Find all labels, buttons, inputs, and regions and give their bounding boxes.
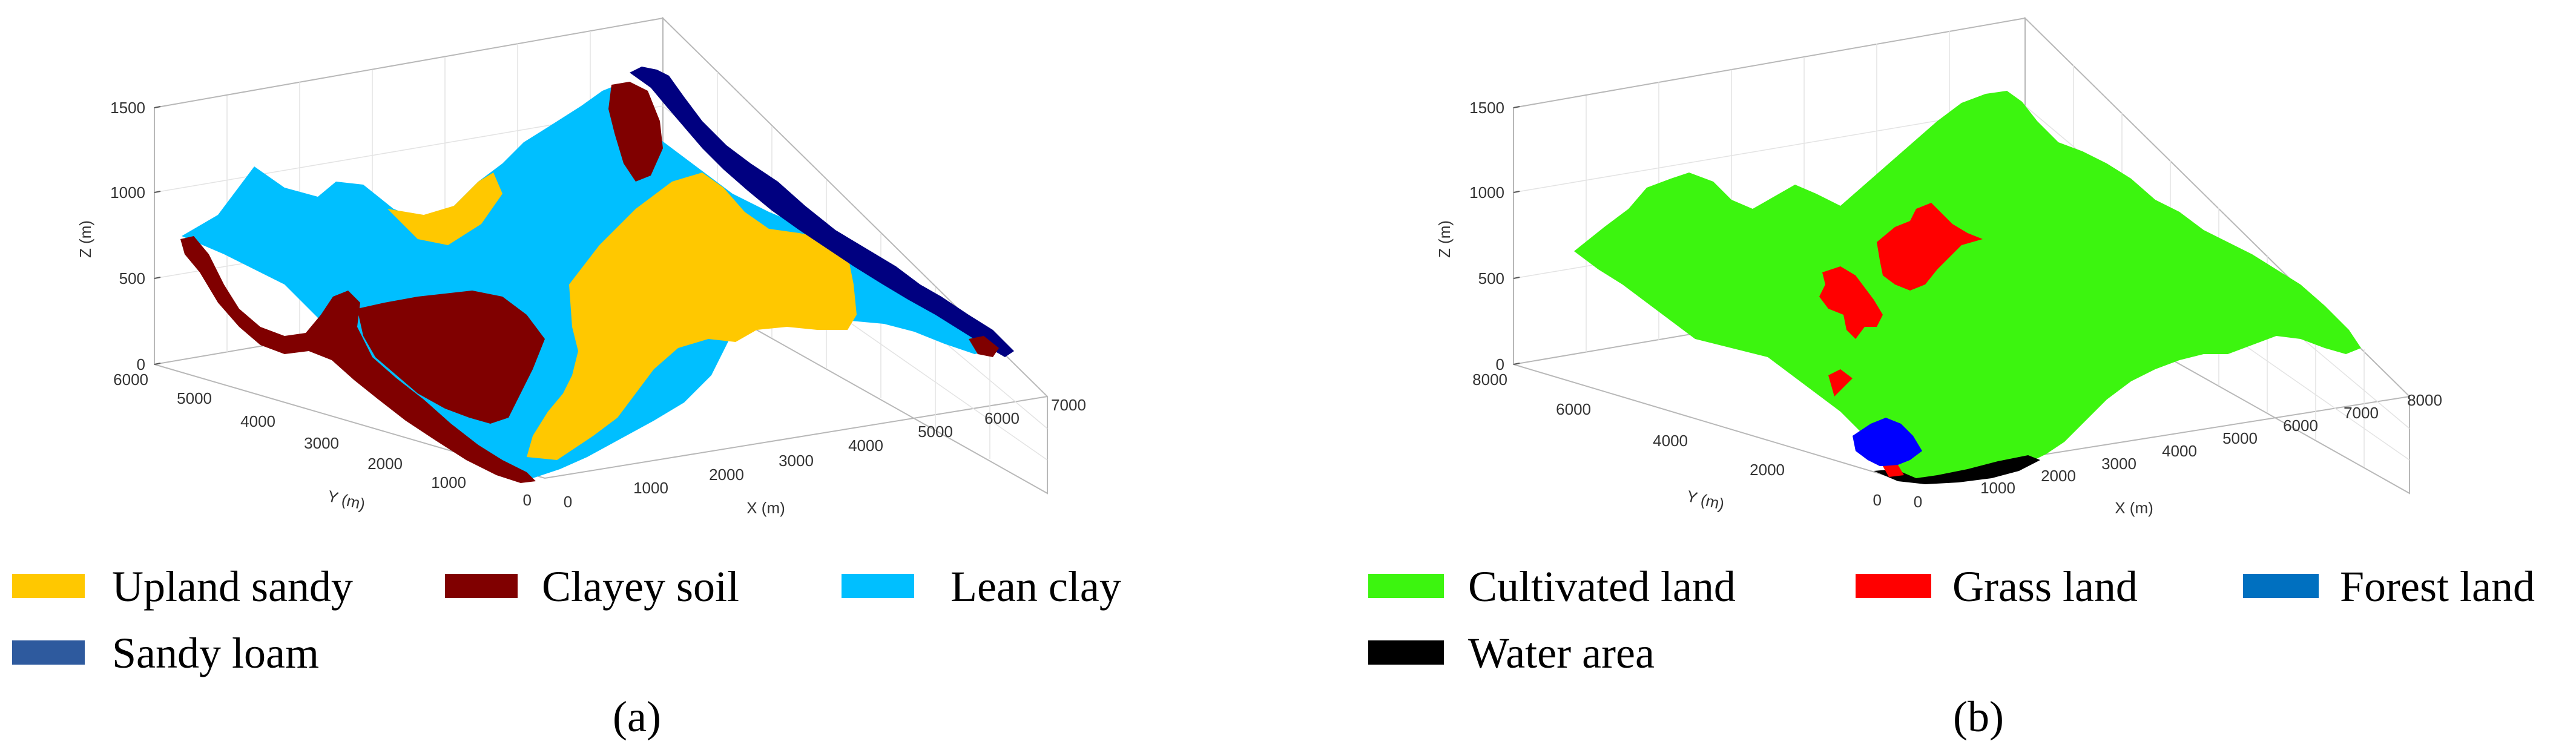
panel-b: 0 500 1000 1500 Z (m) 0 2000 4000 6000 8…: [1368, 16, 2535, 741]
panel-b-x-tick-6000: 6000: [2283, 416, 2318, 435]
legend-swatch-forest-land: [2243, 574, 2319, 598]
panel-a: 0 500 1000 1500 Z (m) 0 1000 2000 3000 4…: [12, 16, 1121, 741]
panel-b-x-tick-2000: 2000: [2041, 467, 2076, 485]
legend-label-upland-sandy: Upland sandy: [112, 562, 353, 611]
panel-b-x-tick-0: 0: [1914, 493, 1922, 511]
panel-a-x-label: X (m): [746, 499, 785, 517]
panel-a-z-ticks: [154, 106, 161, 365]
panel-b-region-grass-land-tip: [1883, 465, 1904, 477]
legend-item-sandy-loam: Sandy loam: [12, 629, 319, 677]
panel-b-x-tick-7000: 7000: [2344, 404, 2379, 422]
legend-swatch-clayey-soil: [445, 574, 518, 598]
panel-a-x-tick-5000: 5000: [918, 423, 953, 441]
panel-b-terrain: [1574, 91, 2361, 484]
panel-a-x-tick-3000: 3000: [779, 452, 814, 470]
panel-b-region-cultivated-land: [1574, 91, 2361, 481]
panel-a-x-tick-7000: 7000: [1051, 396, 1086, 414]
panel-b-region-water-area: [1874, 455, 2040, 484]
legend-swatch-grass-land: [1856, 574, 1931, 598]
panel-b-z-tick-0: 0: [1496, 355, 1504, 373]
legend-label-forest-land: Forest land: [2340, 562, 2535, 611]
legend-label-grass-land: Grass land: [1952, 562, 2138, 611]
panel-a-region-clayey-soil-peak: [608, 82, 663, 182]
panel-a-region-clayey-soil-left-edge: [180, 236, 536, 483]
legend-item-water-area: Water area: [1368, 629, 1655, 677]
legend-item-forest-land: Forest land: [2243, 562, 2535, 611]
panel-b-x-tick-5000: 5000: [2222, 429, 2258, 447]
panel-a-x-tick-0: 0: [564, 493, 572, 511]
panel-a-region-clayey-soil-center: [357, 291, 545, 424]
panel-b-legend: Cultivated land Grass land Forest land W…: [1368, 562, 2535, 677]
panel-a-z-tick-500: 500: [119, 269, 145, 288]
panel-a-x-tick-1000: 1000: [633, 479, 668, 497]
legend-swatch-sandy-loam: [12, 640, 85, 665]
legend-label-clayey-soil: Clayey soil: [542, 562, 739, 611]
panel-b-y-tick-6000: 6000: [1556, 400, 1591, 418]
panel-a-x-tick-6000: 6000: [984, 409, 1020, 427]
panel-b-x-tick-8000: 8000: [2407, 391, 2442, 409]
legend-swatch-water-area: [1368, 640, 1444, 665]
panel-b-x-tick-1000: 1000: [1980, 479, 2015, 497]
panel-b-y-label: Y (m): [1685, 487, 1726, 513]
legend-label-lean-clay: Lean clay: [950, 562, 1121, 611]
panel-b-z-ticks: [1513, 106, 1520, 365]
legend-item-upland-sandy: Upland sandy: [12, 562, 353, 611]
panel-b-y-tick-2000: 2000: [1750, 461, 1785, 479]
panel-b-region-grass-land-left: [1819, 266, 1883, 339]
panel-b-z-tick-1000: 1000: [1469, 183, 1504, 202]
panel-b-y-tick-4000: 4000: [1653, 432, 1688, 450]
legend-item-clayey-soil: Clayey soil: [445, 562, 739, 611]
panel-a-z-tick-1000: 1000: [110, 183, 145, 202]
panel-a-z-label: Z (m): [76, 220, 94, 258]
legend-swatch-cultivated-land: [1368, 574, 1444, 598]
legend-label-cultivated-land: Cultivated land: [1468, 562, 1736, 611]
panel-a-z-axis: 0 500 1000 1500 Z (m): [76, 99, 161, 373]
panel-b-x-axis: 0 1000 2000 3000 4000 5000 6000 7000 800…: [1914, 391, 2442, 517]
panel-a-y-label: Y (m): [326, 487, 367, 513]
panel-b-x-tick-3000: 3000: [2101, 455, 2136, 473]
panel-a-x-axis: 0 1000 2000 3000 4000 5000 6000 7000 X (…: [564, 396, 1086, 517]
panel-a-y-tick-0: 0: [523, 491, 532, 509]
panel-a-legend: Upland sandy Clayey soil Lean clay Sandy…: [12, 562, 1121, 677]
panel-b-y-tick-0: 0: [1873, 491, 1882, 509]
panel-b-region-forest-land: [1853, 418, 1922, 466]
panel-a-terrain: [180, 67, 1014, 483]
panel-b-region-grass-land-large: [1877, 203, 1983, 291]
legend-label-water-area: Water area: [1468, 629, 1655, 677]
panel-a-y-tick-2000: 2000: [367, 455, 403, 473]
panel-b-region-grass-land-small: [1828, 369, 1853, 396]
legend-item-lean-clay: Lean clay: [842, 562, 1121, 611]
panel-b-caption: (b): [1953, 692, 2004, 741]
panel-b-x-tick-4000: 4000: [2162, 442, 2197, 460]
panel-a-z-tick-1500: 1500: [110, 99, 145, 117]
panel-a-y-tick-6000: 6000: [113, 370, 148, 389]
panel-b-z-tick-500: 500: [1478, 269, 1504, 288]
panel-a-y-tick-4000: 4000: [240, 412, 275, 430]
panel-b-y-tick-8000: 8000: [1472, 370, 1507, 389]
panel-b-z-tick-1500: 1500: [1469, 99, 1504, 117]
panel-a-y-tick-5000: 5000: [177, 389, 212, 407]
panel-b-x-label: X (m): [2115, 499, 2153, 517]
panel-b-z-axis: 0 500 1000 1500 Z (m): [1435, 99, 1520, 373]
panel-a-x-tick-2000: 2000: [709, 465, 744, 484]
legend-label-sandy-loam: Sandy loam: [112, 629, 319, 677]
legend-item-cultivated-land: Cultivated land: [1368, 562, 1736, 611]
panel-a-y-tick-1000: 1000: [431, 473, 466, 492]
panel-a-caption: (a): [613, 692, 661, 741]
panel-b-z-label: Z (m): [1435, 220, 1454, 258]
panel-a-y-tick-3000: 3000: [304, 434, 339, 452]
panel-a-region-sandy-loam: [630, 67, 1014, 357]
panel-a-x-tick-4000: 4000: [848, 436, 883, 455]
panel-a-region-clayey-soil-tip: [969, 336, 999, 357]
panel-a-z-tick-0: 0: [137, 355, 145, 373]
legend-swatch-lean-clay: [842, 574, 914, 598]
panel-b-y-axis: 0 2000 4000 6000 8000 Y (m): [1472, 370, 1882, 513]
panel-a-region-upland-sandy-main: [527, 173, 857, 460]
legend-swatch-upland-sandy: [12, 574, 85, 598]
panel-a-region-upland-sandy-upper: [387, 173, 502, 245]
legend-item-grass-land: Grass land: [1856, 562, 2138, 611]
